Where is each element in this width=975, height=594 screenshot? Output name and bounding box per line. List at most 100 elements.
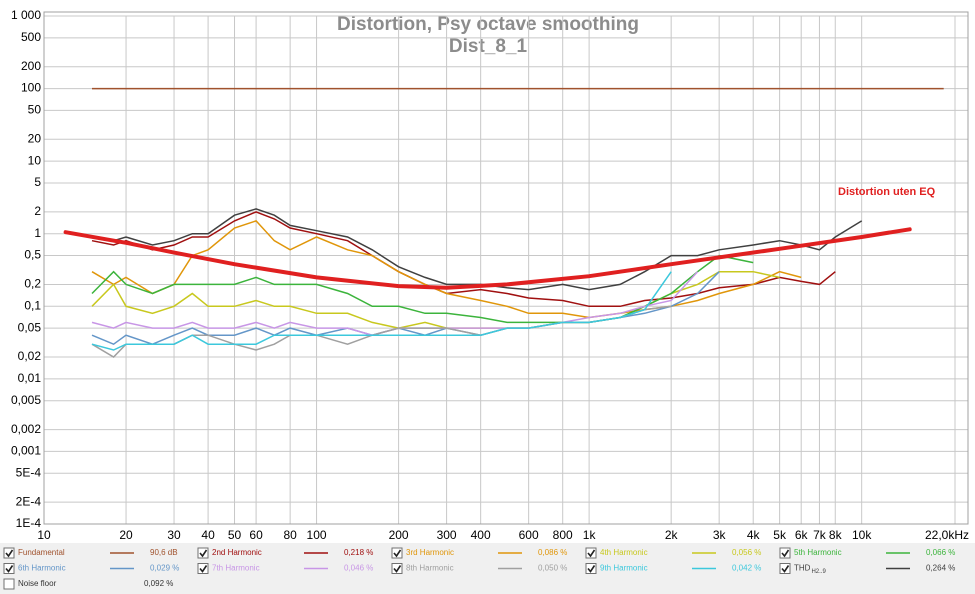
legend-value: 0,042 %: [732, 564, 761, 573]
legend-name: 4th Harmonic: [600, 548, 648, 557]
plot-frame: [43, 11, 969, 525]
legend-checkbox[interactable]: [197, 547, 209, 559]
legend-name: Noise floor: [18, 579, 57, 588]
y-tick-label: 0,002: [11, 422, 41, 436]
y-tick-label: 1 000: [11, 8, 41, 22]
y-tick-label: 2: [34, 204, 41, 218]
x-tick-label: 7k: [813, 528, 827, 542]
x-tick-label: 5k: [773, 528, 787, 542]
legend-value: 90,6 dB: [150, 548, 178, 557]
y-tick-label: 5: [34, 175, 41, 189]
legend-name: 2nd Harmonic: [212, 548, 262, 557]
legend-checkbox[interactable]: [391, 547, 403, 559]
legend-checkbox[interactable]: [779, 563, 791, 574]
x-tick-label: 50: [228, 528, 242, 542]
legend-item: Fundamental 90,6 dB: [3, 547, 178, 559]
y-tick-label: 0,001: [11, 444, 41, 458]
legend-checkbox[interactable]: [3, 563, 15, 574]
legend-value: 0,029 %: [150, 564, 179, 573]
y-tick-label: 0,2: [24, 277, 41, 291]
x-tick-label: 4k: [747, 528, 761, 542]
x-tick-label: 8k: [829, 528, 843, 542]
x-tick-label: 2k: [665, 528, 679, 542]
legend-item: 4th Harmonic 0,056 %: [585, 547, 761, 559]
x-tick-label: 100: [307, 528, 327, 542]
x-tick-label: 6k: [795, 528, 809, 542]
checkbox-check: [393, 549, 402, 558]
legend-value: 0,092 %: [144, 579, 173, 588]
y-tick-label: 1E-4: [16, 516, 42, 530]
legend-name-sub: H2..9: [811, 569, 826, 575]
legend-name: THD: [794, 564, 811, 573]
legend-item: THD H2..9 0,264 %: [779, 563, 955, 575]
series-line: [91, 271, 672, 351]
legend-value: 0,218 %: [344, 548, 373, 557]
legend-value: 0,086 %: [538, 548, 567, 557]
legend-item: 6th Harmonic 0,029 %: [3, 563, 179, 574]
legend-checkbox[interactable]: [391, 563, 403, 574]
x-tick-label: 40: [201, 528, 215, 542]
legend-checkbox[interactable]: [585, 547, 597, 559]
x-tick-label: 30: [167, 528, 181, 542]
x-tick-label: 22,0kHz: [925, 528, 969, 542]
chart-title: Distortion, Psy octave smoothing: [337, 14, 639, 35]
legend-checkbox[interactable]: [3, 547, 15, 559]
y-tick-label: 100: [21, 81, 41, 95]
y-tick-label: 0,05: [18, 320, 42, 334]
y-tick-label: 5E-4: [16, 465, 42, 479]
legend-name: 6th Harmonic: [18, 564, 66, 573]
y-tick-label: 0,5: [24, 248, 41, 262]
annotation-label: Distortion uten EQ: [838, 186, 936, 198]
checkbox-check: [5, 549, 14, 558]
legend-name: 5th Harmonic: [794, 548, 842, 557]
x-tick-label: 200: [389, 528, 409, 542]
legend-value: 0,264 %: [926, 564, 955, 573]
legend-name: 7th Harmonic: [212, 564, 260, 573]
x-tick-label: 10k: [852, 528, 872, 542]
y-tick-label: 20: [28, 131, 42, 145]
series-line: [91, 254, 754, 324]
x-tick-label: 800: [553, 528, 573, 542]
x-tick-label: 600: [519, 528, 539, 542]
checkbox-check: [199, 565, 208, 573]
checkbox-check: [5, 565, 14, 573]
legend-checkbox[interactable]: [779, 547, 791, 559]
legend-item: 2nd Harmonic 0,218 %: [197, 547, 373, 559]
y-tick-label: 1: [34, 226, 41, 240]
series-line: [91, 208, 863, 291]
x-tick-label: 3k: [713, 528, 727, 542]
x-tick-label: 300: [437, 528, 457, 542]
y-tick-label: 0,01: [18, 371, 42, 385]
legend-value: 0,046 %: [344, 564, 373, 573]
y-tick-label: 500: [21, 30, 41, 44]
legend-panel: [0, 543, 975, 594]
y-tick-label: 0,02: [18, 349, 42, 363]
legend-value: 0,050 %: [538, 564, 567, 573]
legend-checkbox[interactable]: [3, 578, 15, 590]
checkbox-check: [587, 549, 596, 558]
legend-value: 0,066 %: [926, 548, 955, 557]
legend-item: 5th Harmonic 0,066 %: [779, 547, 955, 559]
y-tick-label: 200: [21, 59, 41, 73]
y-tick-label: 2E-4: [16, 494, 42, 508]
series-line: [91, 271, 699, 336]
x-tick-label: 80: [283, 528, 297, 542]
checkbox-check: [587, 565, 596, 573]
legend-checkbox[interactable]: [197, 563, 209, 574]
legend-item: 3rd Harmonic 0,086 %: [391, 547, 567, 559]
legend-name: 9th Harmonic: [600, 564, 648, 573]
annotation-curve: [63, 227, 912, 290]
x-tick-label: 60: [249, 528, 263, 542]
legend-item: Noise floor 0,092 %: [3, 578, 173, 590]
legend-item: 9th Harmonic 0,042 %: [585, 563, 761, 574]
legend-checkbox[interactable]: [585, 563, 597, 574]
y-tick-label: 0,1: [24, 298, 41, 312]
checkbox-check: [393, 565, 402, 573]
legend-item: 8th Harmonic 0,050 %: [391, 563, 567, 574]
series-line: [91, 220, 802, 319]
x-tick-label: 400: [471, 528, 491, 542]
y-tick-label: 0,005: [11, 393, 41, 407]
legend-name: 8th Harmonic: [406, 564, 454, 573]
